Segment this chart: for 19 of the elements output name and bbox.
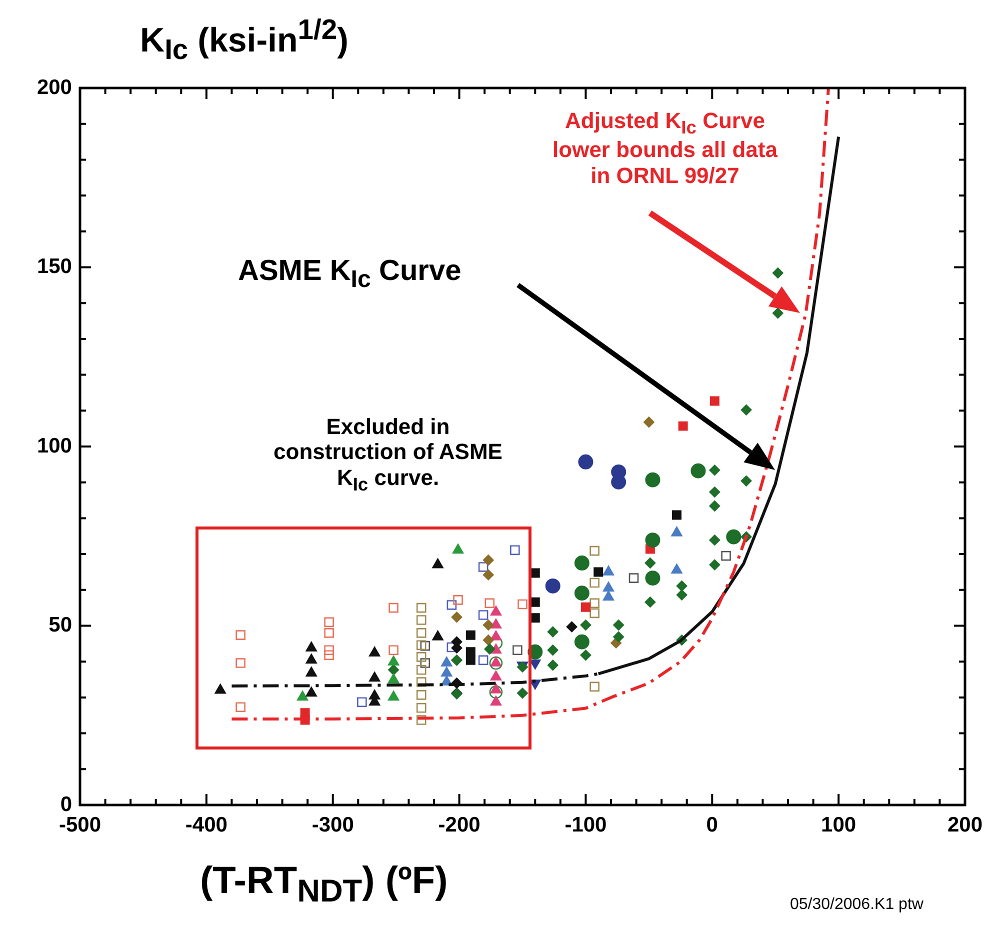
y-tick-label: 100 <box>36 434 72 458</box>
x-tick-label: 0 <box>706 813 718 836</box>
text: 05/30/2006.K1 ptw <box>790 896 924 914</box>
x-tick-label: -200 <box>438 813 480 836</box>
x-tick-label: -300 <box>312 813 354 836</box>
y-tick-label: 50 <box>48 614 72 637</box>
y-tick-label: 150 <box>36 255 72 278</box>
y-tick-label: 200 <box>36 76 72 99</box>
y-tick-label: 0 <box>60 792 72 816</box>
annotation: Adjusted K$_{Ic}$ Curve lower bounds all data in ORNL 99/27 <box>552 108 779 188</box>
x-axis-title: (T-RT$_{NDT}$) (ºF) <box>200 860 448 910</box>
x-tick-label: 100 <box>821 813 856 836</box>
annotation: ASME K$_{Ic}$ Curve <box>238 255 462 294</box>
y-axis-title: K$_{Ic}$ (ksi-in$^{1/2}$) <box>140 14 348 67</box>
x-tick-label: -100 <box>564 813 607 836</box>
x-tick-label: -500 <box>58 813 102 836</box>
x-tick-label: 200 <box>947 813 983 836</box>
x-tick-label: -400 <box>185 813 228 836</box>
annotation: Excluded in construction of ASME K$_{Ic}$ curve. <box>272 414 504 494</box>
